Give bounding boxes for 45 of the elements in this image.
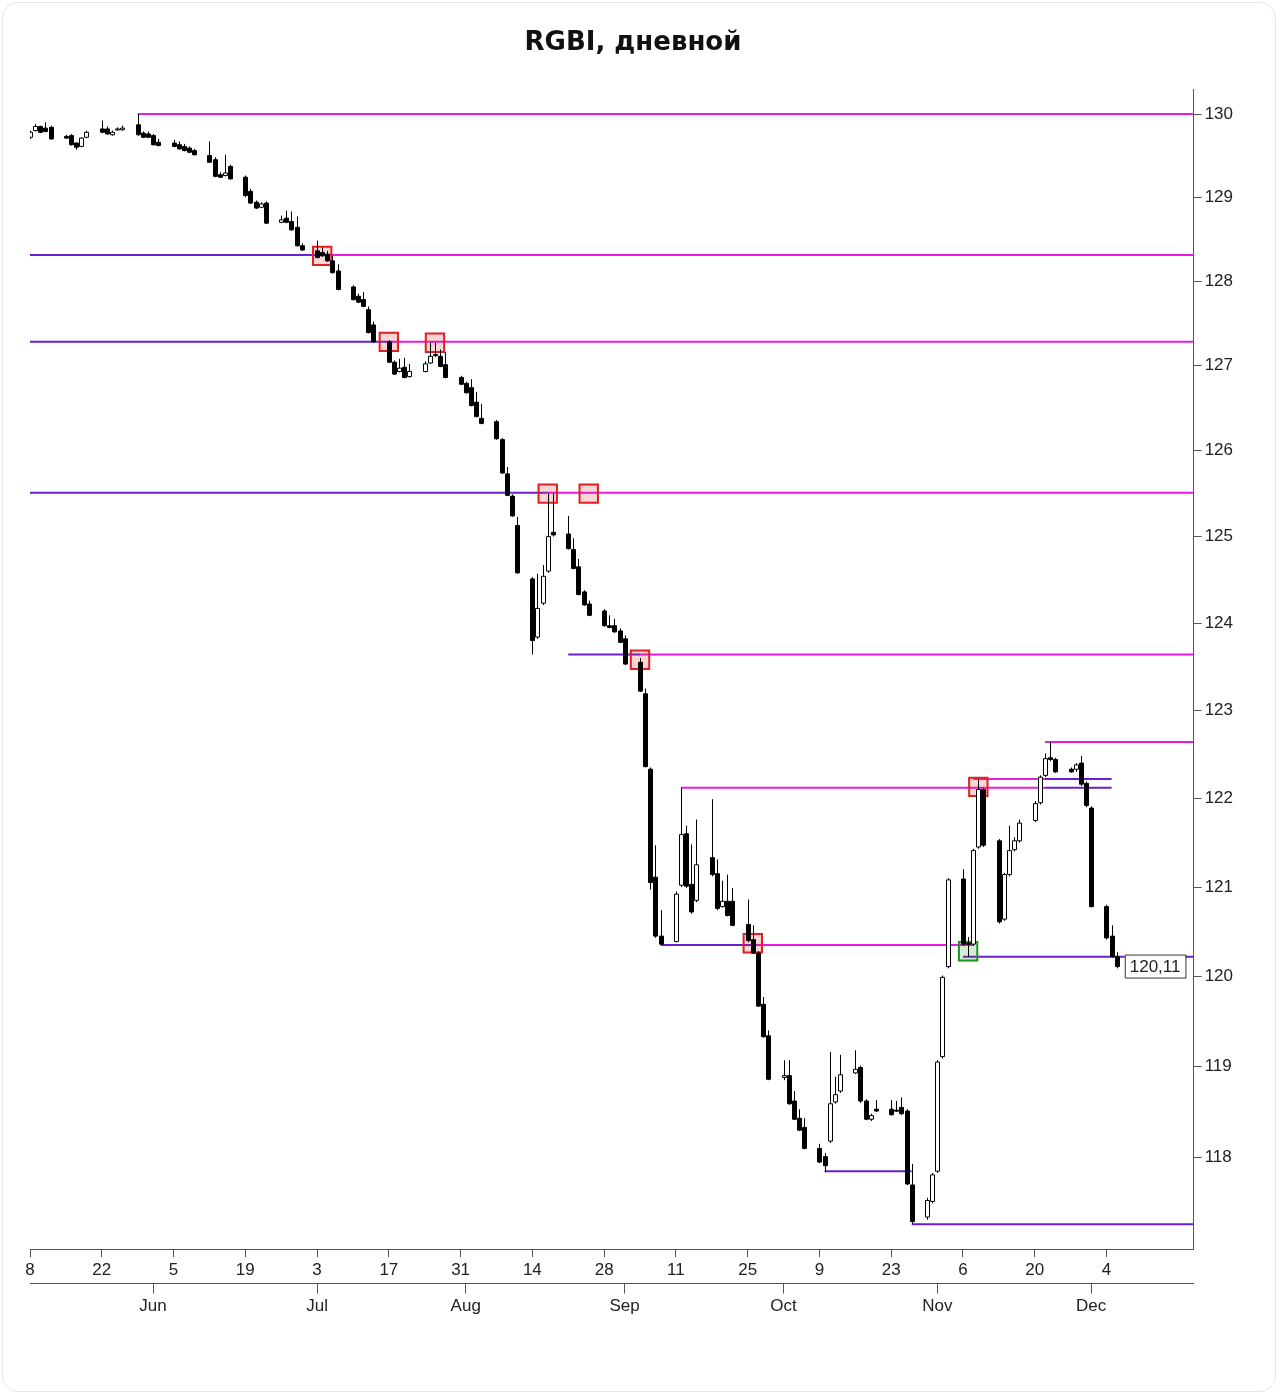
x-tick-label: 22 xyxy=(92,1260,112,1280)
x-tick-label: 20 xyxy=(1025,1260,1045,1280)
x-tick-label: 4 xyxy=(1101,1260,1112,1280)
y-tick-label: 130 xyxy=(1204,103,1234,123)
x2-tick-label: Jul xyxy=(306,1296,328,1316)
y-tick-label: 128 xyxy=(1204,270,1234,290)
x-tick-label: 11 xyxy=(667,1260,685,1280)
y-tick-label: 121 xyxy=(1204,876,1234,896)
x-tick-label: 3 xyxy=(312,1260,322,1280)
candlestick xyxy=(838,1054,843,1094)
candlestick xyxy=(1033,800,1038,823)
y-tick-label: 123 xyxy=(1204,700,1234,720)
x2-tick-label: Aug xyxy=(450,1296,481,1316)
chart-title: RGBI, дневной xyxy=(524,26,742,57)
x-tick-label: 28 xyxy=(594,1260,614,1280)
x-tick-label: 17 xyxy=(379,1260,399,1280)
point xyxy=(537,483,558,504)
y-tick-label: 127 xyxy=(1204,355,1234,375)
x-tick-label: 14 xyxy=(522,1260,542,1280)
y-tick-label: 120 xyxy=(1204,966,1234,986)
y-tick-label: 119 xyxy=(1204,1056,1232,1076)
x-tick-label: 8 xyxy=(25,1260,35,1280)
y-tick-label: 124 xyxy=(1204,612,1234,632)
point xyxy=(424,332,446,353)
y-tick-label: 125 xyxy=(1204,526,1234,546)
candlestick xyxy=(828,1051,833,1144)
y-tick-label: 122 xyxy=(1204,788,1234,808)
x-tick-label: 23 xyxy=(881,1260,901,1280)
x2-tick-label: Dec xyxy=(1076,1296,1107,1316)
point xyxy=(578,483,599,504)
x-tick-label: 5 xyxy=(168,1260,179,1280)
x-tick-label: 19 xyxy=(235,1260,255,1280)
x-tick-label: 6 xyxy=(958,1260,968,1280)
y-tick-label: 129 xyxy=(1204,186,1234,206)
y-tick-label: 118 xyxy=(1204,1147,1232,1167)
x-tick-label: 31 xyxy=(451,1260,471,1280)
candlestick xyxy=(546,493,551,574)
x2-tick-label: Jun xyxy=(139,1296,167,1316)
x-tick-label: 9 xyxy=(814,1260,825,1280)
x-tick-label: 25 xyxy=(738,1260,758,1280)
x2-tick-label: Sep xyxy=(609,1296,640,1316)
x2-tick-label: Oct xyxy=(770,1296,798,1316)
annotation: 120,11 xyxy=(1129,957,1181,977)
y-tick-label: 126 xyxy=(1204,440,1234,460)
x2-tick-label: Nov xyxy=(922,1296,953,1316)
